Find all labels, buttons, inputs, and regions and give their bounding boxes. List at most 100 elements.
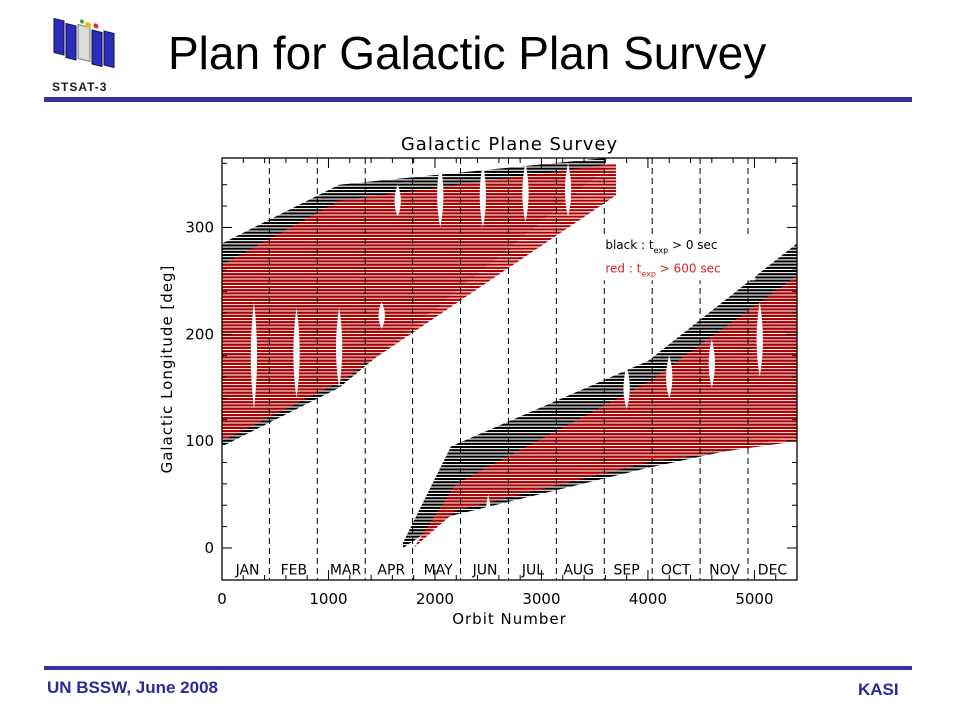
series-black-band-0-stripe <box>222 513 797 515</box>
month-label: JAN <box>235 562 260 578</box>
series-black-band-1-stripe <box>403 503 797 506</box>
x-tick-label: 2000 <box>416 590 454 608</box>
x-tick-label: 1000 <box>309 590 347 608</box>
series-black-band-0-stripe <box>222 170 606 173</box>
series-red-band-1-stripe <box>413 423 797 426</box>
series-red-band-0-stripe <box>222 161 797 163</box>
series-red-band-0-stripe <box>222 266 616 269</box>
x-tick-label: 3000 <box>522 590 560 608</box>
y-axis-label: Galactic Longitude [deg] <box>158 265 176 474</box>
series-black-band-0-stripe <box>222 167 606 170</box>
series-red-band-1-stripe <box>413 478 797 481</box>
series-red-band-0-stripe <box>222 516 797 518</box>
series-black-band-1-stripe <box>403 516 797 519</box>
series-red-band-0-stripe <box>222 257 616 260</box>
series-red-band-1-stripe <box>413 410 797 413</box>
series-red-band-1-stripe <box>413 519 797 522</box>
series-black-band-1-stripe <box>403 529 797 532</box>
series-red-band-1-stripe <box>413 420 797 423</box>
series-red-band-0-stripe <box>222 302 616 305</box>
series-red-band-0-stripe <box>222 286 616 289</box>
series-black-band-1-stripe <box>403 513 797 516</box>
series-black-band-0-stripe <box>222 183 606 186</box>
series-black-band-0-stripe <box>222 526 797 528</box>
series-black-band-0-stripe <box>222 174 606 177</box>
series-red-band-1-stripe <box>413 436 797 439</box>
series-red-band-0-stripe <box>222 279 616 282</box>
series-red-band-1-stripe <box>413 545 797 548</box>
series-black-band-0-stripe <box>222 523 797 525</box>
series-red-band-1-stripe <box>222 548 797 550</box>
series-red-band-1-stripe <box>413 426 797 429</box>
observation-gap <box>570 494 577 548</box>
series-red-band-1-stripe <box>413 474 797 477</box>
series-red-band-0-stripe <box>222 238 616 241</box>
series-red-band-1-stripe <box>222 164 797 166</box>
series-red-band-0-stripe <box>222 183 616 186</box>
series-red-band-1-stripe <box>413 446 797 449</box>
x-tick-label: 4000 <box>629 590 667 608</box>
series-red-band-0-stripe <box>222 190 616 193</box>
observation-gap <box>527 494 534 548</box>
series-black-band-1-stripe <box>403 391 797 394</box>
series-red-band-1-stripe <box>413 414 797 417</box>
series-red-band-0-stripe <box>222 180 616 183</box>
header-rule <box>44 97 912 102</box>
y-tick-label: 0 <box>204 539 214 557</box>
observation-gap <box>564 163 572 217</box>
series-black-band-1-stripe <box>403 542 797 545</box>
series-black-band-1-stripe <box>222 548 797 550</box>
series-red-band-0-stripe <box>222 202 616 205</box>
series-red-band-1-stripe <box>413 513 797 516</box>
series-black-band-1-stripe <box>403 474 797 477</box>
series-red-band-0-stripe <box>222 196 616 199</box>
series-black-band-0-stripe <box>222 552 797 554</box>
series-black-band-0-stripe <box>222 529 797 531</box>
series-black-band-1-stripe <box>403 497 797 500</box>
series-red-band-0-stripe <box>222 193 616 196</box>
series-red-band-0-stripe <box>222 250 616 253</box>
plot-frame <box>221 157 798 581</box>
series-red-band-0-stripe <box>222 539 797 541</box>
series-black-band-0-stripe <box>222 558 797 560</box>
series-red-band-1-stripe <box>413 430 797 433</box>
series-black-band-1-stripe <box>222 558 797 560</box>
month-label: SEP <box>614 562 640 578</box>
series-red-band-0-stripe <box>222 234 616 237</box>
series-black-band-0-stripe <box>222 536 797 538</box>
legend-entry-black: black : texp > 0 sec <box>605 238 717 255</box>
legend-entry-red: red : texp > 600 sec <box>605 261 720 278</box>
series-red-band-0-stripe <box>222 308 616 311</box>
observation-gap <box>485 494 492 548</box>
series-red-band-1-stripe <box>413 522 797 525</box>
series-red-band-1-stripe <box>413 465 797 468</box>
series-red-band-0-stripe <box>222 526 797 528</box>
series-black-band-1-stripe <box>403 398 797 401</box>
series-black-band-1-stripe <box>403 394 797 397</box>
series-red-band-0-stripe <box>222 228 616 231</box>
series-red-band-0-stripe <box>222 215 616 218</box>
series-red-band-0-stripe <box>222 510 797 512</box>
series-red-band-1-stripe <box>413 458 797 461</box>
chart-title: Galactic Plane Survey <box>401 134 618 155</box>
series-red-band-0-stripe <box>222 231 616 234</box>
satellite-icon <box>53 17 115 69</box>
series-red-band-0-stripe <box>222 260 616 263</box>
series-red-band-1-stripe <box>222 552 797 554</box>
series-red-band-1-stripe <box>413 494 797 497</box>
series-black-band-1-stripe <box>403 526 797 529</box>
series-black-band-1-stripe <box>403 545 797 548</box>
month-label: NOV <box>709 562 740 578</box>
series-red-band-0-stripe <box>222 513 797 515</box>
series-black-band-1-stripe <box>403 385 797 388</box>
series-red-band-0-stripe <box>222 314 616 317</box>
series-red-band-0-stripe <box>222 247 616 250</box>
month-label: DEC <box>758 562 788 578</box>
month-label: MAR <box>330 562 362 578</box>
series-red-band-0-stripe <box>222 199 616 202</box>
month-label: APR <box>377 562 405 578</box>
series-red-band-0-stripe <box>222 504 797 506</box>
series-black-band-1-stripe <box>403 388 797 391</box>
series-black-band-1-stripe <box>403 538 797 541</box>
series-red-band-0-stripe <box>222 292 616 295</box>
